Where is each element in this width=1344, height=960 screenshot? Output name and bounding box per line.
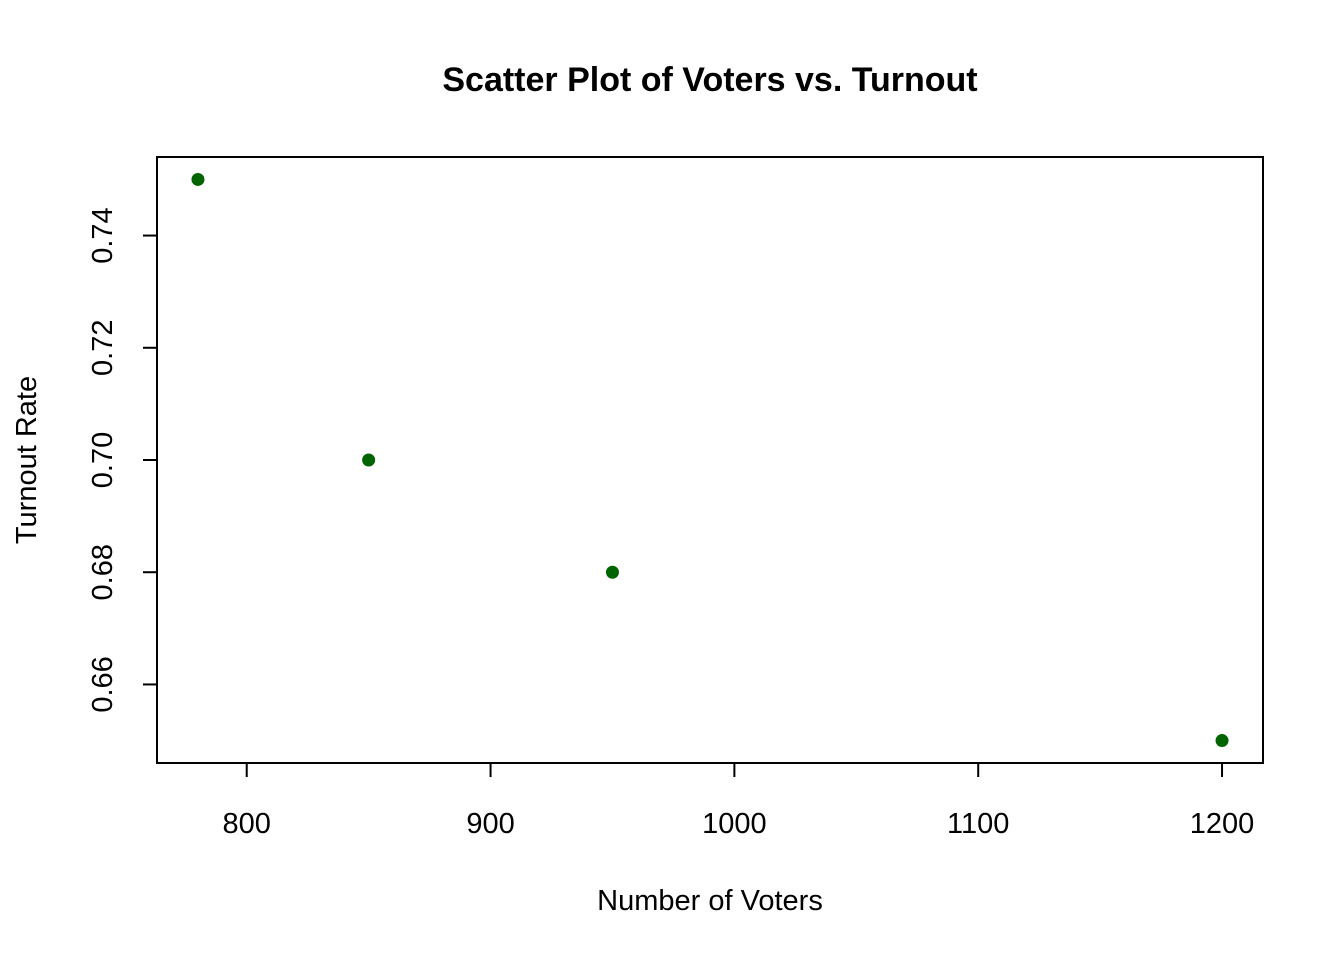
data-point: [605, 565, 619, 579]
y-axis-label: Turnout Rate: [11, 376, 43, 544]
x-axis-label: Number of Voters: [597, 885, 823, 917]
x-axis: 800 900 1000 1100 1200: [223, 762, 1255, 840]
x-tick-label: 1100: [947, 808, 1009, 840]
data-point: [362, 453, 376, 467]
y-axis: 0.66 0.68 0.70 0.72 0.74: [87, 207, 158, 713]
chart-title: Scatter Plot of Voters vs. Turnout: [442, 61, 977, 99]
data-points: [191, 172, 1229, 748]
y-tick-label: 0.74: [87, 207, 119, 263]
x-tick-label: 1200: [1190, 808, 1255, 840]
plot-frame: [156, 156, 1264, 764]
y-tick-label: 0.70: [87, 432, 119, 488]
y-tick-label: 0.68: [87, 544, 119, 600]
x-tick-label: 1000: [702, 808, 767, 840]
x-tick-label: 900: [466, 808, 514, 840]
data-point: [191, 172, 205, 186]
x-tick-label: 800: [223, 808, 271, 840]
y-tick-label: 0.66: [87, 656, 119, 712]
data-point: [1215, 734, 1229, 748]
y-tick-label: 0.72: [87, 320, 119, 376]
